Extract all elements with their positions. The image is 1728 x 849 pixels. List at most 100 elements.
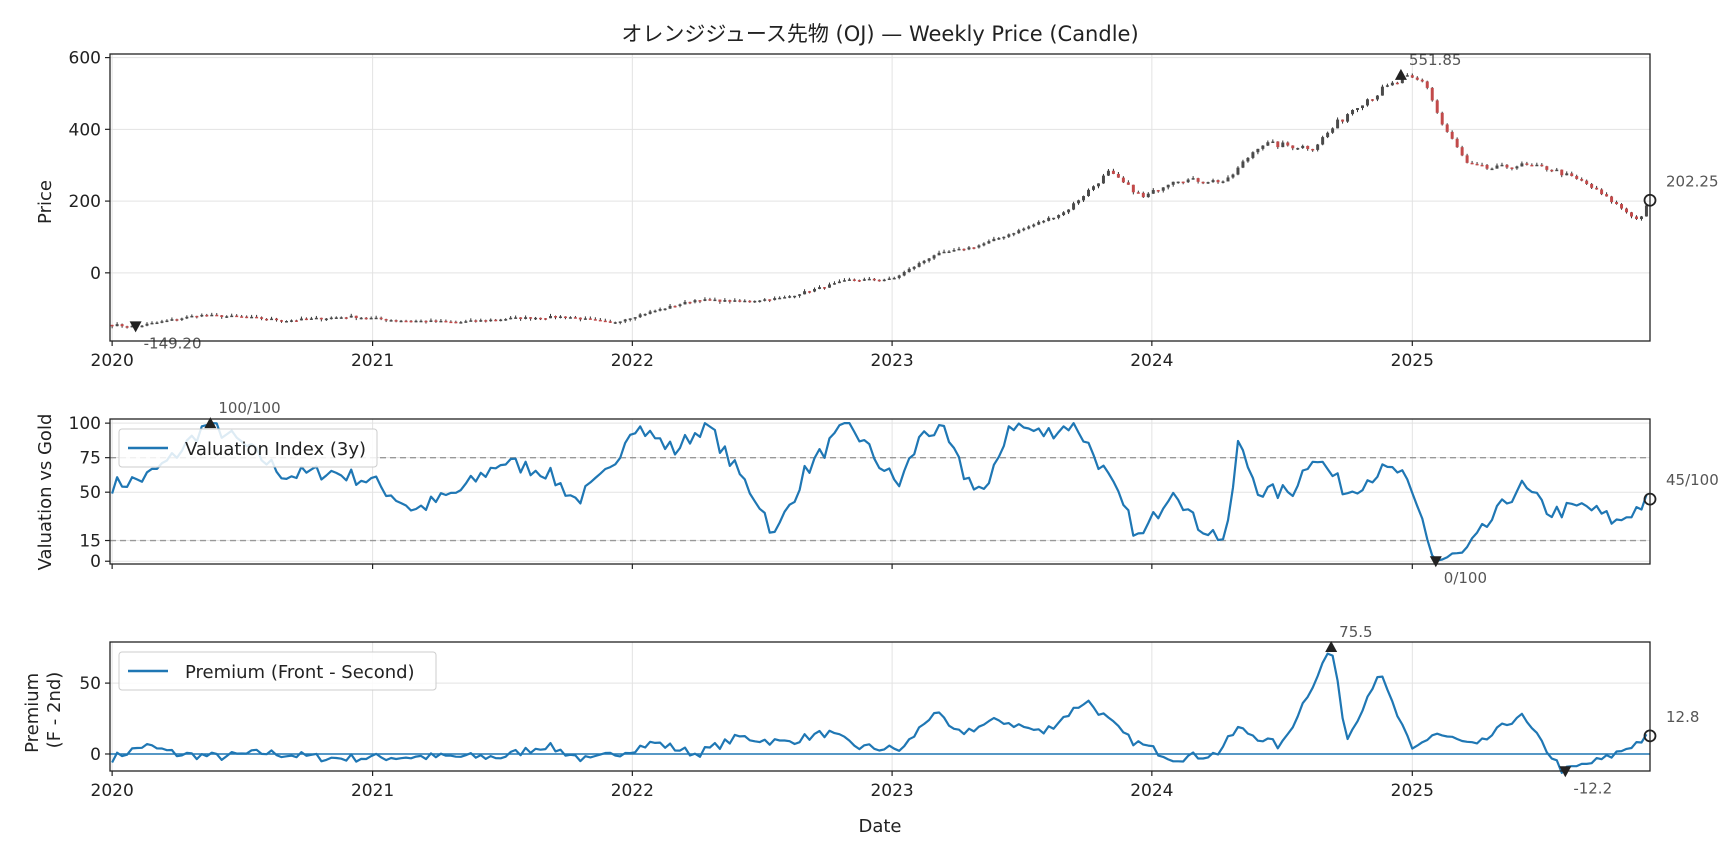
candle-body [220, 315, 224, 317]
candle-body [185, 316, 189, 319]
candle-body [1281, 142, 1285, 148]
candle-body [778, 297, 782, 300]
candle-body [1111, 170, 1115, 174]
candle-body [509, 317, 513, 320]
candle-body [1216, 180, 1220, 183]
candle-body [354, 315, 358, 319]
candle-body [753, 300, 757, 303]
candle-body [1520, 163, 1524, 167]
candle-body [987, 241, 991, 244]
annotation-label: 75.5 [1339, 623, 1372, 641]
candle-body [1625, 208, 1629, 213]
candle-body [1395, 82, 1399, 85]
candle-body [912, 266, 916, 269]
candle-body [215, 314, 219, 317]
candle-body [1545, 166, 1549, 170]
candle-body [1017, 230, 1021, 234]
x-tick-label: 2020 [91, 781, 134, 801]
valuation-reference-lines [110, 456, 1650, 542]
candle-body [180, 318, 184, 320]
candle-body [997, 238, 1001, 240]
premium-legend-label: Premium (Front - Second) [185, 662, 415, 683]
candle-body [1480, 164, 1484, 167]
candle-body [235, 315, 239, 318]
candle-body [982, 243, 986, 246]
candle-body [1610, 196, 1614, 203]
candle-body [942, 251, 946, 254]
valuation-annotations: 100/100 0/100 45/100 [204, 399, 1719, 587]
candle-body [957, 248, 961, 251]
candle-body [1435, 100, 1439, 113]
price-y-axis-label: Price [35, 180, 56, 224]
candle-body [484, 320, 488, 322]
candle-body [573, 317, 577, 319]
candle-body [1301, 145, 1305, 149]
candle-body [329, 317, 333, 320]
annotation-label: 0/100 [1444, 569, 1487, 587]
candle-body [379, 317, 383, 320]
min-marker [1559, 766, 1572, 778]
candle-body [299, 318, 303, 321]
premium-y-axis-label-line1: Premium [22, 673, 43, 753]
candle-body [1370, 99, 1374, 101]
candle-body [1430, 87, 1434, 101]
candle-body [887, 278, 891, 281]
candle-body [1460, 147, 1464, 156]
candle-body [1241, 161, 1245, 168]
candle-body [608, 321, 612, 323]
candle-body [1356, 108, 1360, 110]
candle-body [1072, 203, 1076, 210]
candle-body [130, 325, 134, 328]
candle-body [439, 320, 443, 323]
price-y-ticks: 0 200 400 600 [69, 49, 110, 284]
candle-body [877, 279, 881, 282]
candle-body [494, 319, 498, 322]
candle-body [1634, 216, 1638, 220]
candle-body [907, 268, 911, 273]
candle-body [1326, 132, 1330, 138]
candle-body [1600, 189, 1604, 195]
candle-body [549, 316, 553, 319]
candle-body [1565, 173, 1569, 176]
candle-body [140, 325, 144, 328]
candle-body [758, 300, 762, 303]
candle-body [120, 324, 124, 327]
candle-body [1515, 166, 1519, 169]
candle-body [1380, 86, 1384, 96]
candle-body [364, 317, 368, 320]
candle-body [852, 279, 856, 281]
candle-body [444, 320, 448, 323]
candle-body [489, 319, 493, 322]
candle-body [728, 300, 732, 302]
x-tick-label: 2021 [351, 781, 394, 801]
candle-body [1585, 180, 1589, 184]
candle-body [304, 318, 308, 321]
candle-body [653, 310, 657, 313]
valuation-y-axis-label: Valuation vs Gold [35, 414, 56, 571]
candle-body [1321, 137, 1325, 145]
candle-body [359, 317, 363, 320]
premium-y-ticks: 0 50 [79, 674, 110, 765]
candle-body [1375, 95, 1379, 100]
candle-body [678, 304, 682, 306]
candle-body [289, 320, 293, 322]
candle-body [514, 317, 518, 319]
candle-body [205, 314, 209, 317]
candle-body [593, 319, 597, 321]
candle-body [763, 299, 767, 301]
candle-body [479, 320, 483, 322]
candle-body [842, 280, 846, 282]
candle-body [1032, 224, 1036, 227]
candle-body [1052, 217, 1056, 220]
candle-body [454, 321, 458, 324]
candle-body [1485, 164, 1489, 169]
candle-body [1206, 182, 1210, 184]
candle-body [578, 317, 582, 320]
candle-body [349, 315, 353, 318]
candle-body [1126, 182, 1130, 185]
candle-body [663, 308, 667, 311]
candle-body [847, 279, 851, 281]
candle-body [992, 238, 996, 242]
premium-annotations: 75.5 -12.2 12.8 [1325, 623, 1699, 797]
